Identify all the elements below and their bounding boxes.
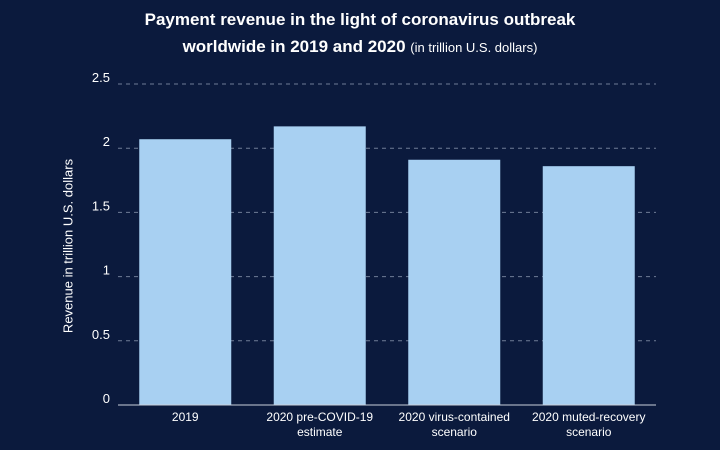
bar <box>408 159 501 405</box>
x-category-label: 2020 muted-recovery scenario <box>532 410 645 439</box>
bar <box>542 166 635 405</box>
y-tick-label: 0 <box>103 391 110 406</box>
bar <box>139 139 232 405</box>
x-category-label: 2019 <box>172 410 199 424</box>
title-line-2: worldwide in 2019 and 2020 (in trillion … <box>0 33 720 61</box>
title-line-1: Payment revenue in the light of coronavi… <box>144 10 576 29</box>
x-category-label: 2020 pre-COVID-19 estimate <box>266 410 373 439</box>
x-category-label: 2020 virus-contained scenario <box>399 410 510 439</box>
chart-subtitle: (in trillion U.S. dollars) <box>410 40 538 55</box>
title-line-2-text: worldwide in 2019 and 2020 <box>182 37 406 56</box>
y-tick-label: 1 <box>103 263 110 278</box>
chart-title: Payment revenue in the light of coronavi… <box>0 6 720 61</box>
y-tick-label: 2.5 <box>92 70 110 85</box>
y-tick-label: 2 <box>103 134 110 149</box>
bar <box>273 126 366 405</box>
y-tick-label: 0.5 <box>92 327 110 342</box>
y-tick-label: 1.5 <box>92 198 110 213</box>
